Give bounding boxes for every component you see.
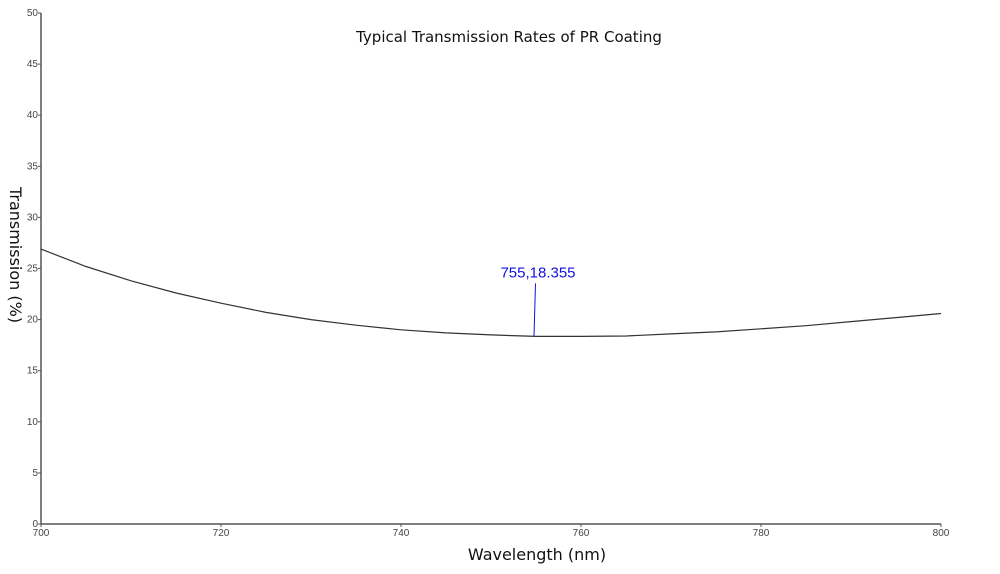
y-axis-label: Transmission (%) <box>6 186 25 323</box>
x-tick-label: 700 <box>33 528 50 539</box>
x-axis-ticks: 700 720 740 760 780 800 <box>33 524 950 539</box>
x-tick-label: 800 <box>933 528 950 539</box>
annotation-leader-line <box>533 283 536 337</box>
x-tick-label: 720 <box>213 528 230 539</box>
y-axis-ticks: 0 5 10 15 20 25 30 35 40 45 50 <box>27 8 41 530</box>
y-tick-label: 45 <box>27 59 39 70</box>
y-tick-label: 30 <box>27 212 39 223</box>
y-tick-label: 35 <box>27 161 39 172</box>
x-tick-label: 760 <box>573 528 590 539</box>
series-line-pr-coating <box>40 248 942 337</box>
y-tick-label: 20 <box>27 315 39 326</box>
x-tick-label: 780 <box>753 528 770 539</box>
annotation-label: 755,18.355 <box>500 264 575 281</box>
y-tick-label: 40 <box>27 110 39 121</box>
y-tick-label: 15 <box>27 366 39 377</box>
x-axis-label: Wavelength (nm) <box>468 545 606 564</box>
chart-title: Typical Transmission Rates of PR Coating <box>355 28 662 46</box>
y-tick-label: 50 <box>27 8 39 19</box>
y-tick-label: 0 <box>32 519 38 530</box>
y-tick-label: 25 <box>27 264 39 275</box>
x-tick-label: 740 <box>393 528 410 539</box>
y-tick-label: 5 <box>32 468 38 479</box>
y-tick-label: 10 <box>27 417 39 428</box>
